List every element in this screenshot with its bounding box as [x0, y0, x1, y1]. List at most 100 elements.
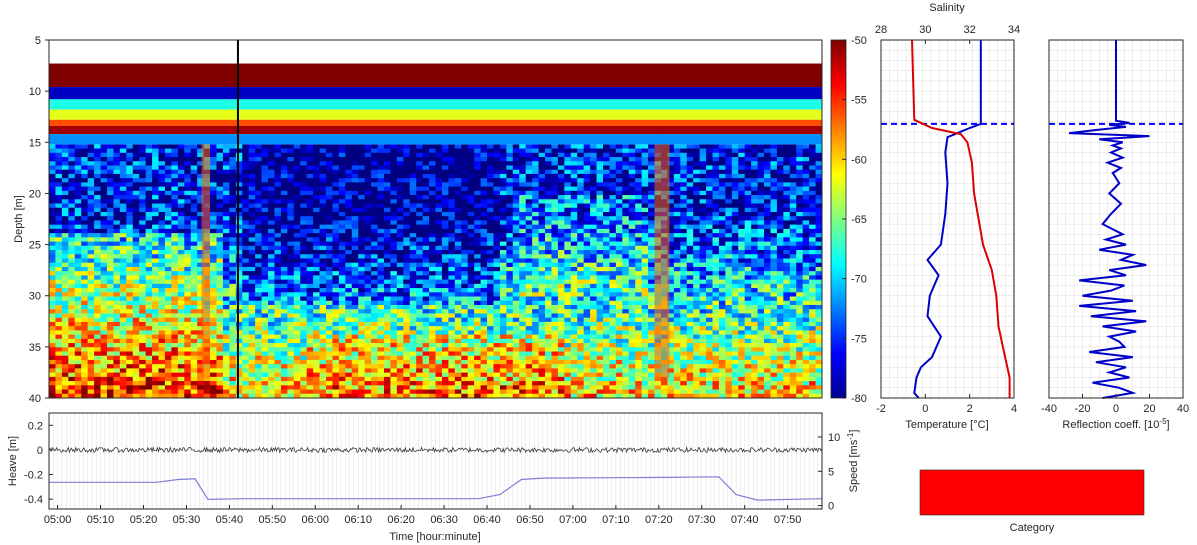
echogram-cell	[280, 190, 288, 196]
echogram-cell	[268, 313, 275, 319]
echogram-cell	[132, 186, 140, 192]
echogram-cell	[377, 250, 385, 255]
echogram-cell	[332, 203, 340, 209]
echogram-cell	[635, 161, 643, 166]
echogram-cell	[712, 169, 720, 175]
echogram-cell	[551, 250, 559, 255]
echogram-cell	[268, 304, 275, 310]
echogram-cell	[751, 254, 758, 259]
echogram-cell	[371, 144, 378, 149]
echogram-cell	[106, 178, 114, 183]
echogram-cell	[87, 178, 95, 183]
echogram-cell	[789, 266, 797, 272]
echogram-cell	[248, 186, 256, 192]
echogram-cell	[699, 304, 707, 310]
echogram-cell	[738, 157, 746, 162]
echogram-cell	[454, 309, 462, 314]
echogram-cell	[171, 304, 179, 310]
echogram-cell	[358, 254, 366, 259]
echogram-cell	[628, 152, 636, 158]
echogram-cell	[648, 195, 655, 200]
echogram-cell	[738, 211, 746, 217]
echogram-cell	[55, 237, 63, 242]
echogram-cell	[764, 288, 771, 293]
echogram-cell	[551, 241, 559, 247]
echogram-cell	[306, 195, 314, 200]
echogram-cell	[693, 195, 701, 200]
echogram-cell	[693, 250, 701, 255]
echogram-cell	[300, 186, 308, 192]
echogram-cell	[126, 241, 134, 247]
echogram-cell	[197, 317, 204, 323]
echogram-cell	[538, 313, 546, 319]
echogram-cell	[699, 237, 707, 242]
echogram-cell	[532, 224, 539, 230]
echogram-cell	[287, 178, 295, 183]
echogram-cell	[699, 169, 707, 175]
echogram-cell	[602, 304, 610, 310]
echogram-cell	[499, 250, 507, 255]
echogram-cell	[119, 254, 127, 259]
echogram-cell	[461, 148, 469, 154]
echogram-cell	[680, 228, 688, 234]
echogram-cell	[583, 220, 591, 226]
echogram-cell	[268, 195, 275, 200]
echogram-cell	[332, 199, 340, 204]
echogram-cell	[229, 254, 237, 259]
echogram-cell	[615, 254, 623, 259]
echogram-cell	[815, 309, 822, 314]
echogram-cell	[87, 233, 95, 238]
echogram-cell	[255, 190, 262, 196]
echogram-cell	[583, 309, 591, 314]
echogram-cell	[158, 165, 166, 171]
echogram-cell	[487, 279, 494, 285]
echogram-cell	[622, 241, 630, 247]
echogram-cell	[396, 254, 404, 259]
echogram-cell	[557, 271, 565, 276]
echogram-cell	[757, 169, 765, 175]
echogram-cell	[81, 165, 89, 171]
echogram-cell	[770, 313, 778, 319]
echogram-cell	[364, 199, 372, 204]
echogram-cell	[106, 228, 114, 234]
echogram-cell	[139, 207, 147, 213]
echogram-cell	[731, 233, 739, 238]
echogram-cell	[145, 169, 153, 175]
echogram-cell	[725, 241, 733, 247]
echogram-cell	[789, 275, 797, 281]
echogram-cell	[635, 283, 643, 289]
echogram-cell	[532, 271, 539, 276]
echogram-cell	[493, 317, 501, 323]
echogram-cell	[796, 216, 804, 221]
echogram-cell	[274, 237, 282, 242]
echogram-cell	[538, 224, 546, 230]
echogram-cell	[532, 317, 539, 323]
echogram-cell	[383, 300, 391, 306]
echogram-cell	[280, 271, 288, 276]
echogram-cell	[119, 178, 127, 183]
echogram-cell	[152, 250, 159, 255]
echogram-cell	[300, 309, 308, 314]
echogram-cell	[74, 254, 82, 259]
echogram-cell	[68, 283, 76, 289]
echogram-cell	[602, 245, 610, 251]
echogram-cell	[235, 157, 243, 162]
echogram-cell	[648, 144, 655, 149]
echogram-cell	[358, 233, 366, 238]
echogram-cell	[68, 275, 76, 281]
echogram-cell	[590, 203, 597, 209]
echogram-cell	[184, 313, 192, 319]
echogram-cell	[499, 148, 507, 154]
echogram-cell	[248, 317, 256, 323]
echogram-cell	[313, 152, 320, 158]
echogram-cell	[132, 300, 140, 306]
echogram-cell	[68, 195, 76, 200]
echogram-cell	[242, 207, 250, 213]
echogram-cell	[158, 241, 166, 247]
echogram-cell	[512, 157, 520, 162]
echogram-cell	[467, 211, 475, 217]
echogram-cell	[512, 161, 520, 166]
echogram-cell	[564, 203, 572, 209]
echogram-cell	[55, 169, 63, 175]
echogram-cell	[435, 313, 443, 319]
